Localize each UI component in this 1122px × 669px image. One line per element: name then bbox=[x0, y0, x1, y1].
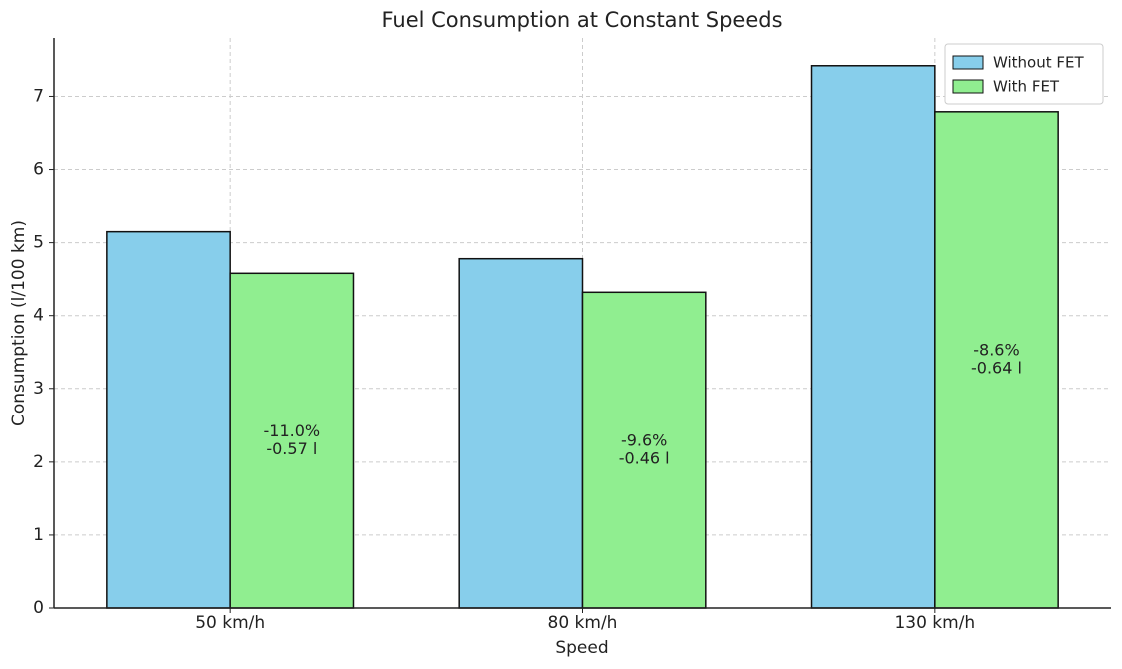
annotation: -8.6% bbox=[973, 340, 1019, 359]
x-tick-label: 80 km/h bbox=[548, 613, 618, 633]
x-axis-label: Speed bbox=[555, 638, 608, 658]
bar bbox=[810, 65, 936, 609]
annotation: -0.64 l bbox=[971, 358, 1022, 377]
y-tick-label: 0 bbox=[33, 598, 44, 618]
x-tick-label: 50 km/h bbox=[195, 613, 265, 633]
y-tick-label: 6 bbox=[33, 160, 44, 180]
legend-swatch bbox=[952, 79, 984, 94]
y-axis-label: Consumption (l/100 km) bbox=[9, 220, 29, 426]
legend-box bbox=[944, 43, 1104, 105]
legend-swatch bbox=[952, 55, 984, 70]
y-tick-label: 1 bbox=[33, 525, 44, 545]
x-tick-label: 130 km/h bbox=[894, 613, 975, 633]
y-tick-label: 4 bbox=[33, 306, 44, 326]
annotation: -0.46 l bbox=[619, 449, 670, 468]
y-tick-label: 3 bbox=[33, 379, 44, 399]
annotation: -9.6% bbox=[621, 431, 667, 450]
legend-label: With FET bbox=[993, 78, 1060, 96]
bar bbox=[229, 272, 355, 609]
y-tick-label: 2 bbox=[33, 452, 44, 472]
chart-title: Fuel Consumption at Constant Speeds bbox=[381, 8, 782, 32]
annotation: -11.0% bbox=[264, 421, 321, 440]
legend-label: Without FET bbox=[993, 54, 1084, 72]
bar bbox=[458, 257, 584, 609]
bar bbox=[106, 230, 231, 609]
annotation: -0.57 l bbox=[266, 439, 317, 458]
y-tick-label: 5 bbox=[33, 233, 44, 253]
bar bbox=[934, 111, 1059, 609]
y-tick-label: 7 bbox=[33, 86, 44, 106]
